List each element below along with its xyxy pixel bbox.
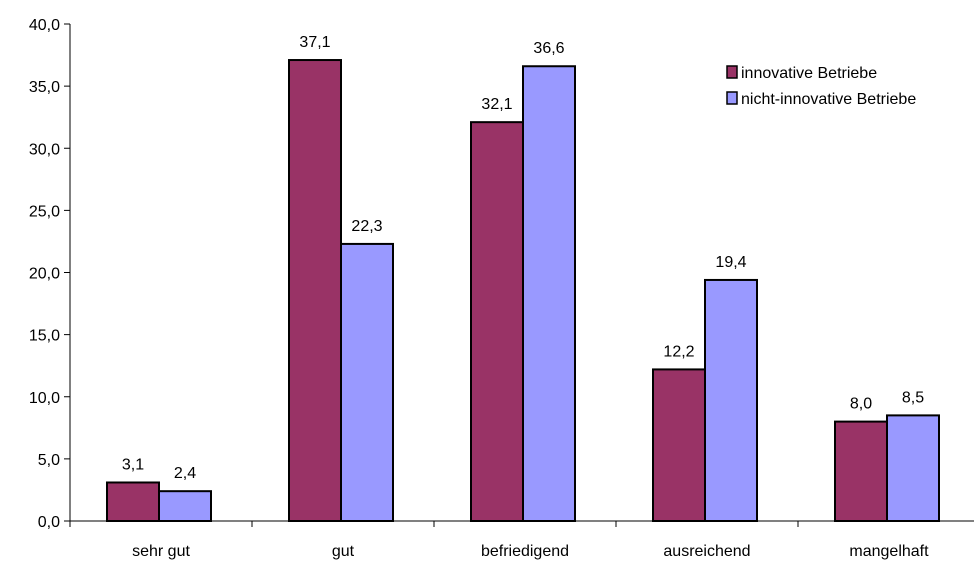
data-label: 19,4 [715, 254, 746, 271]
x-tick-label: sehr gut [132, 543, 190, 560]
data-label: 3,1 [122, 456, 144, 473]
axes: 0,0 5,0 10,0 15,0 20,0 25,0 30,0 35,0 40,0 sehr g… [29, 17, 974, 560]
y-tick-label: 10,0 [29, 390, 60, 407]
y-tick-label: 25,0 [29, 203, 60, 220]
bar-nicht-innovative-3 [704, 278, 758, 522]
legend-label: innovative Betriebe [741, 65, 877, 82]
data-label: 12,2 [663, 343, 694, 360]
legend: innovative Betriebe nicht-innovative Betr… [726, 65, 916, 108]
x-tick-label: gut [332, 543, 355, 560]
bar-innovative-1 [288, 59, 342, 522]
bar-innovative-3 [652, 368, 706, 523]
data-labels: 3,1 37,1 32,1 12,2 8,0 2,4 22,3 36,6 19,4 8,5 [122, 34, 924, 482]
y-tick-label: 40,0 [29, 17, 60, 34]
x-tick-label: ausreichend [663, 543, 750, 560]
x-tick-label: mangelhaft [849, 543, 929, 560]
bar-nicht-innovative-1 [340, 242, 394, 523]
y-tick-label: 5,0 [38, 452, 60, 469]
data-label: 22,3 [351, 218, 382, 235]
x-tick-label: befriedigend [481, 543, 569, 560]
legend-label: nicht-innovative Betriebe [741, 91, 916, 108]
legend-swatch [726, 91, 738, 105]
y-tick-label: 20,0 [29, 266, 60, 283]
y-tick-label: 30,0 [29, 141, 60, 158]
bar-nicht-innovative-2 [522, 65, 576, 523]
bar-innovative-2 [470, 121, 524, 522]
bar-innovative-4 [834, 420, 888, 523]
bars [106, 59, 940, 523]
data-label: 8,5 [902, 389, 924, 406]
bar-nicht-innovative-4 [886, 414, 940, 523]
data-label: 32,1 [481, 96, 512, 113]
y-tick-label: 0,0 [38, 514, 60, 531]
data-label: 37,1 [299, 34, 330, 51]
data-label: 36,6 [533, 40, 564, 57]
bar-innovative-0 [106, 481, 160, 523]
y-tick-label: 35,0 [29, 79, 60, 96]
data-label: 8,0 [850, 396, 872, 413]
legend-swatch [726, 65, 738, 79]
bar-nicht-innovative-0 [158, 490, 212, 522]
y-tick-label: 15,0 [29, 328, 60, 345]
data-label: 2,4 [174, 465, 196, 482]
